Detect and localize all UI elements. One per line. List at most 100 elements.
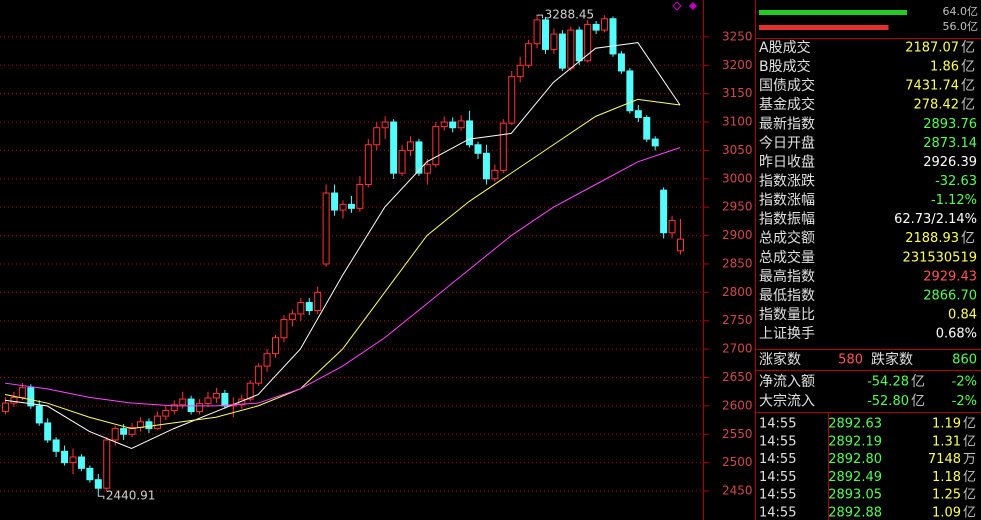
volume-bar (759, 25, 889, 30)
candle-body (314, 291, 322, 312)
row-label: 指数涨幅 (759, 193, 815, 209)
row-label: B股成交 (759, 58, 811, 75)
icon[interactable] (689, 2, 697, 10)
annotation: 2440.91 (106, 489, 156, 503)
row-label: 总成交额 (759, 230, 815, 247)
candle-body (533, 19, 541, 45)
candle-body (356, 183, 364, 209)
y-tick-label: 3150 (722, 86, 753, 100)
candle-body (196, 403, 204, 413)
volume-bar-label: 56.0亿 (943, 20, 979, 33)
tick-unit: 亿 (963, 417, 976, 432)
row-label: 今日开盘 (759, 134, 815, 151)
candle-body (18, 387, 26, 398)
tick-volume: 7148 (928, 452, 961, 467)
row-value: 0.68% (936, 327, 977, 342)
candle-body (170, 404, 178, 411)
candle-body (440, 121, 448, 128)
row-label: 最高指数 (759, 268, 815, 285)
candle-body (651, 138, 659, 147)
candle-body (499, 122, 507, 171)
tick-unit: 亿 (963, 488, 976, 503)
candle-body (373, 127, 381, 146)
row-value: 2929.43 (923, 269, 977, 284)
row-value: 2187.07 (905, 41, 959, 56)
candle-body (162, 409, 170, 417)
tick-unit: 亿 (963, 470, 976, 485)
candle-body (584, 23, 592, 62)
row-unit: 亿 (961, 78, 975, 94)
tick-unit: 万 (963, 452, 976, 467)
row-value: 278.42 (914, 98, 960, 113)
tick-time: 14:55 (759, 470, 796, 485)
candle-body (516, 64, 524, 78)
candle-body (77, 456, 85, 469)
candle-body (482, 152, 490, 180)
candle-body (128, 426, 136, 435)
candle-body (86, 467, 94, 481)
tick-time: 14:55 (759, 506, 796, 520)
candle-body (525, 43, 533, 66)
tick-time: 14:55 (759, 452, 796, 467)
candle-body (668, 220, 676, 234)
row-label: 总成交量 (759, 249, 815, 266)
candle-body (103, 439, 111, 489)
candle-body (204, 397, 212, 405)
row-label: 最低指数 (759, 288, 815, 304)
row-value: 2873.14 (923, 136, 977, 151)
row-value: 231530519 (903, 250, 977, 265)
row-label: 昨日收盘 (759, 153, 815, 170)
y-tick-label: 2550 (722, 427, 753, 441)
candle-body (305, 302, 313, 312)
breadth-label: 跌家数 (871, 351, 913, 368)
y-tick-label: 2950 (722, 200, 753, 214)
volume-bar-label: 64.0亿 (943, 5, 979, 18)
candle-body (390, 121, 398, 174)
row-unit: 亿 (961, 231, 975, 247)
row-value: 2188.93 (905, 231, 959, 246)
y-tick-label: 2500 (722, 455, 753, 469)
tick-time: 14:55 (759, 434, 796, 449)
candle-body (432, 126, 440, 166)
candle-body (634, 110, 642, 119)
icon[interactable] (672, 1, 682, 11)
y-tick-label: 3100 (722, 115, 753, 129)
candle-body (643, 117, 651, 140)
candle-body (398, 149, 406, 174)
row-value: 0.84 (948, 307, 977, 322)
tick-volume: 1.18 (932, 470, 961, 485)
candle-body (567, 29, 575, 69)
annotation: 3288.45 (545, 8, 595, 22)
candle-body (179, 398, 187, 406)
tick-price: 2892.80 (828, 452, 882, 467)
candle-body (347, 203, 355, 209)
candle-body (601, 18, 609, 31)
candle-body (550, 33, 558, 50)
flow-unit: 亿 (911, 374, 925, 390)
tick-time: 14:55 (759, 417, 796, 432)
candle-body (407, 141, 414, 151)
row-value: -1.12% (931, 193, 977, 208)
candle-body (44, 422, 52, 441)
row-label: 最新指数 (759, 116, 815, 132)
breadth-value: 860 (952, 353, 977, 368)
row-label: 指数涨跌 (759, 173, 815, 189)
candle-body (52, 439, 60, 452)
candle-body (575, 29, 583, 62)
flow-label: 大宗流入 (759, 394, 815, 410)
tick-volume: 1.19 (932, 417, 961, 432)
row-unit: 亿 (961, 97, 975, 113)
candle-body (331, 192, 339, 211)
y-tick-label: 2450 (722, 484, 753, 498)
row-label: 指数振幅 (759, 212, 815, 228)
row-label: A股成交 (759, 39, 811, 56)
row-label: 基金成交 (759, 96, 815, 113)
row-value: 62.73/2.14% (894, 212, 977, 227)
candle-body (280, 319, 288, 339)
row-value: 2893.76 (923, 117, 977, 132)
flow-unit: 亿 (911, 394, 925, 410)
y-tick-label: 2650 (722, 370, 753, 384)
y-tick-label: 2600 (722, 398, 753, 412)
candle-body (27, 387, 35, 407)
